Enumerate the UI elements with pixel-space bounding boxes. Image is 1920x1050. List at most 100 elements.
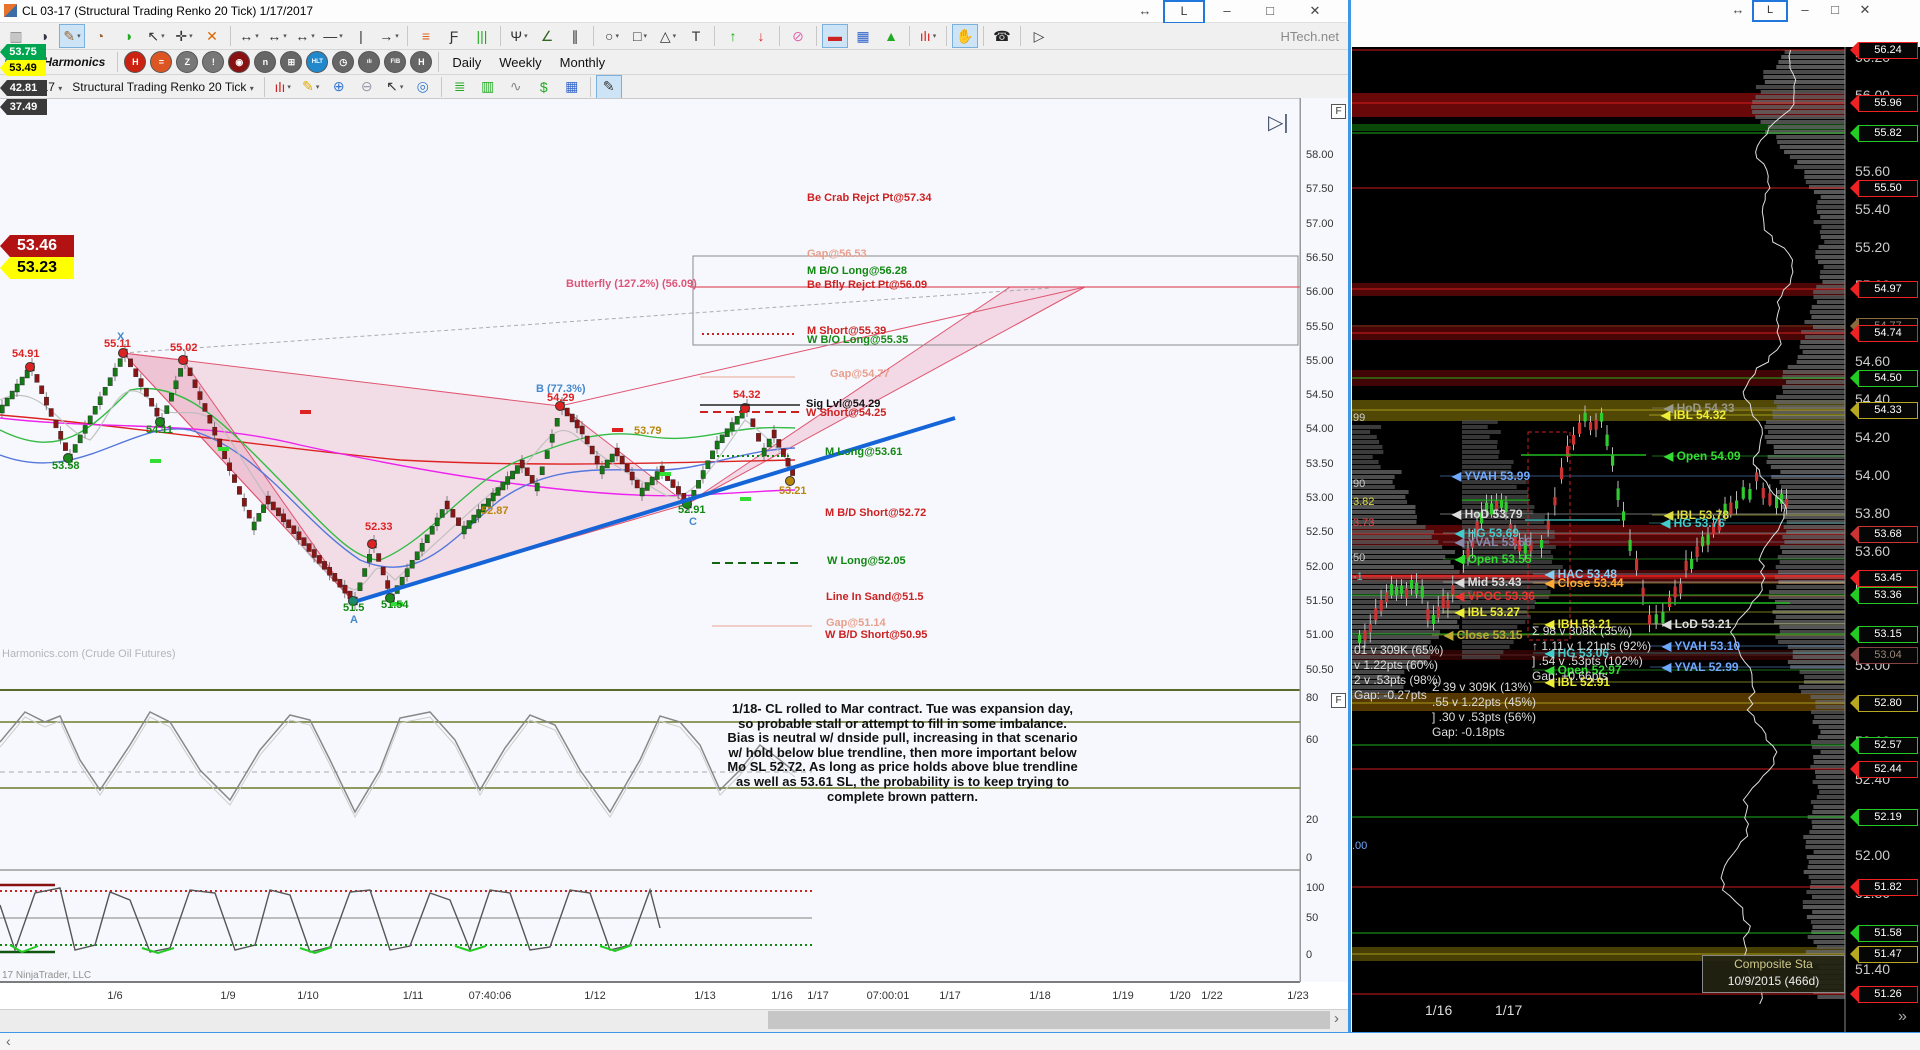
abort-pattern-icon[interactable]: ⊘	[792, 27, 804, 44]
indicator-list-icon[interactable]: ≣	[453, 78, 466, 94]
clock-icon[interactable]: ◷	[332, 51, 355, 73]
dom-close-button[interactable]: ✕	[1859, 2, 1871, 17]
brush-icon[interactable]: ✎ ▾	[59, 24, 85, 48]
dom-link-button[interactable]: L	[1752, 0, 1788, 22]
menu-weekly[interactable]: Weekly	[499, 54, 542, 70]
minimize-button[interactable]: –	[1223, 3, 1231, 18]
pointer-icon[interactable]: ↖ ▾	[147, 27, 165, 44]
alerts-icon[interactable]: !	[202, 51, 225, 73]
zoom-window-icon[interactable]: ◎	[416, 78, 429, 94]
columns-icon[interactable]: ▥	[481, 78, 495, 94]
volume-icon[interactable]: ılı ▾	[919, 28, 937, 44]
zoom-out-icon[interactable]: ⊖	[360, 78, 373, 94]
maximize-button[interactable]: □	[1266, 3, 1274, 18]
dom-price-tag: 55.96	[1858, 95, 1918, 112]
scroll-right-arrow[interactable]: ›	[1334, 1010, 1339, 1027]
grid-tool-icon[interactable]: ⊞	[280, 51, 303, 73]
grid-icon[interactable]: ▥	[9, 27, 23, 44]
zoom-in-icon[interactable]: ⊕	[332, 78, 345, 94]
fib-icon[interactable]: FIB	[384, 51, 407, 73]
sell-marker-icon[interactable]: ↓	[757, 28, 765, 44]
cursor-icon[interactable]: ↖ ▾	[386, 78, 404, 94]
crosshair-icon[interactable]: ✛ ▾	[175, 27, 193, 44]
dom-canvas[interactable]	[1352, 47, 1920, 1032]
panel1-collapse-button[interactable]: F	[1331, 693, 1346, 708]
dollar-icon[interactable]: $	[539, 78, 548, 95]
segment-icon[interactable]: ↔ ▾	[239, 28, 259, 44]
connection-icon[interactable]: ☎	[993, 27, 1011, 44]
scissors-icon[interactable]: ✕	[206, 27, 218, 44]
indicator-tick: 100	[1306, 882, 1325, 894]
harmonics-icon[interactable]: H	[124, 51, 147, 73]
dom-minimize-button[interactable]: –	[1801, 2, 1809, 17]
time-axis-label: 1/12	[584, 990, 606, 1002]
playhead-icon[interactable]: ▷|	[1268, 112, 1289, 134]
menu-daily[interactable]: Daily	[452, 54, 482, 70]
dom-level-label: ◀ HG 53.06	[1545, 646, 1609, 660]
toolbar-separator	[909, 26, 910, 46]
stop-icon[interactable]: ▬	[822, 24, 848, 48]
swing-label: 54.32	[733, 389, 761, 401]
gann-fan-icon[interactable]: ∠	[540, 27, 554, 44]
arrow-line-icon[interactable]: → ▾	[379, 28, 399, 44]
horizontal-line-icon[interactable]: — ▾	[323, 28, 343, 44]
indicator-tick: 0	[1306, 949, 1313, 961]
window-splitter[interactable]	[1348, 0, 1351, 1032]
scroll-left-arrow[interactable]: ‹	[6, 1033, 11, 1049]
market-replay-icon[interactable]: ▷	[1033, 27, 1045, 44]
vertical-line-icon[interactable]: |	[359, 28, 363, 44]
dom-stats-mid: Gap: -0.18pts	[1432, 725, 1505, 739]
pitchfork-icon[interactable]: Ψ ▾	[510, 28, 528, 44]
buy-marker-icon[interactable]: ↑	[729, 28, 737, 44]
dom-level-label: ◀ HoD 53.79	[1452, 507, 1523, 521]
dom-scroll-arrow[interactable]: »	[1898, 1008, 1907, 1025]
charttype-selector[interactable]: Structural Trading Renko 20 Tick ▾	[72, 79, 254, 94]
h-scrollbar-thumb[interactable]	[768, 1011, 1330, 1029]
camera-icon[interactable]: ◉	[228, 51, 251, 73]
chart-style-icon[interactable]: ılı ▾	[274, 78, 291, 95]
dom-maximize-button[interactable]: □	[1831, 2, 1839, 17]
close-button[interactable]: ✕	[1309, 3, 1321, 18]
h2-icon[interactable]: H	[410, 51, 433, 73]
equal-icon[interactable]: =	[150, 51, 173, 73]
chevron-down-icon: ▾	[315, 83, 320, 91]
reload-icon[interactable]: ◔	[95, 28, 105, 44]
triangle-icon[interactable]: △ ▾	[659, 27, 677, 44]
bars-icon[interactable]: ılı	[358, 51, 381, 73]
chevron-down-icon: ▾	[58, 83, 63, 93]
y-axis-tick: 53.50	[1306, 457, 1334, 470]
curve-icon[interactable]: ∿	[509, 78, 522, 94]
ruler-icon[interactable]: ▦	[856, 27, 870, 44]
menu-monthly[interactable]: Monthly	[559, 54, 606, 70]
fib-time-icon[interactable]: |||	[476, 28, 488, 44]
parallel-channel-icon[interactable]: ∥	[571, 27, 579, 44]
zigzag-icon[interactable]: Z	[176, 51, 199, 73]
price-tag: 53.75	[0, 44, 46, 60]
alert-icon[interactable]: ▲	[884, 28, 898, 44]
swing-label: C	[689, 516, 697, 528]
main-chart-pane[interactable]	[0, 98, 1300, 983]
rectangle-icon[interactable]: □ ▾	[633, 28, 647, 44]
dom-float-button[interactable]: ↔	[1731, 2, 1745, 17]
dom-axis-tick: 55.60	[1855, 163, 1891, 179]
hand-tool-icon[interactable]: ✋	[952, 24, 978, 48]
panel-collapse-button[interactable]: F	[1331, 104, 1346, 119]
dom-level-label: ◀ HG 53.76	[1661, 516, 1725, 530]
extended-line-icon[interactable]: ↔ ▾	[295, 28, 315, 44]
ray-icon[interactable]: ↔ ▾	[267, 28, 287, 44]
main-chart-canvas[interactable]	[0, 0, 1347, 1050]
indicator-tick: 0	[1306, 852, 1313, 864]
fib-retracement-icon[interactable]: ≡	[421, 28, 431, 44]
float-window-button[interactable]: ↔	[1138, 3, 1152, 18]
fib-extension-icon[interactable]: Ƒ	[449, 28, 459, 44]
table-icon[interactable]: ▦	[565, 78, 579, 94]
neo-icon[interactable]: n	[254, 51, 277, 73]
pencil-icon[interactable]: ✎ ▾	[302, 78, 320, 94]
data-series-icon[interactable]: ◑	[39, 28, 49, 44]
autoscale-icon[interactable]: ◑	[123, 28, 133, 44]
draw-mode-icon[interactable]: ✎	[595, 74, 622, 99]
ellipse-icon[interactable]: ○ ▾	[605, 28, 619, 44]
hlt-icon[interactable]: HLT	[306, 51, 329, 73]
toolbar-separator	[946, 26, 947, 46]
text-tool-icon[interactable]: T	[691, 28, 701, 44]
